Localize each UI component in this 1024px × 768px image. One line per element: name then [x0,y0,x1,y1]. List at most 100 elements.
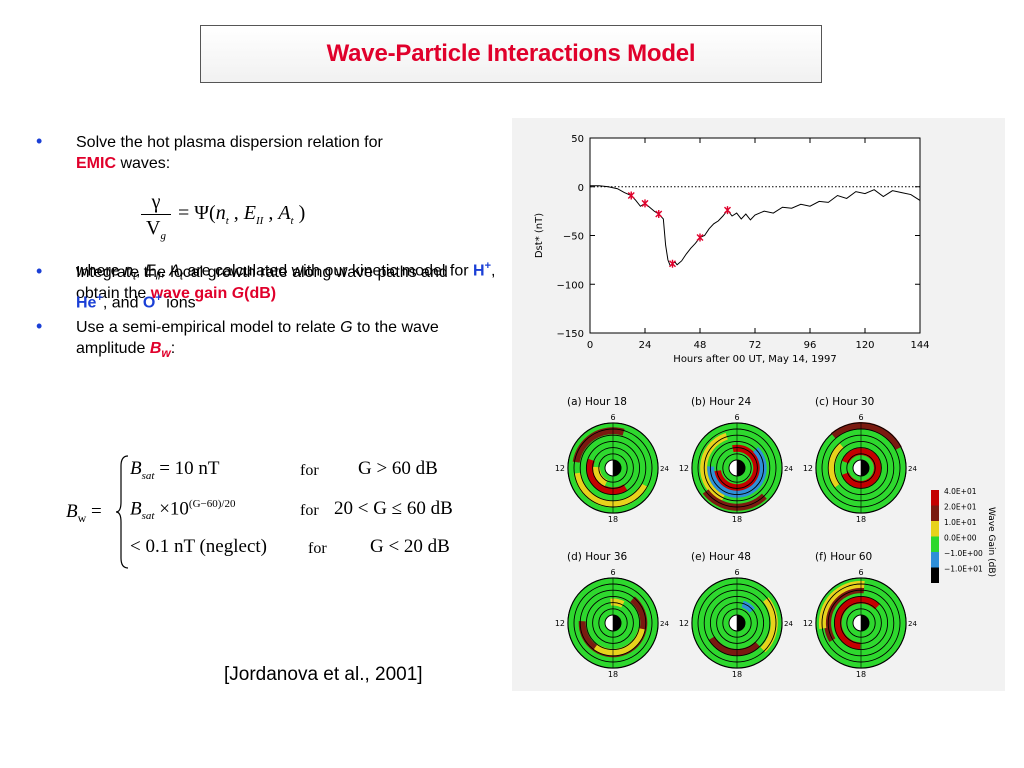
fraction-bar [141,214,171,215]
citation: [Jordanova et al., 2001] [224,664,423,685]
colorbar-label: −1.0E+00 [944,549,983,558]
clock-label: 24 [660,465,669,473]
title-box: Wave-Particle Interactions Model [200,25,822,83]
clock-label: 12 [555,619,565,628]
clock-label: 24 [908,620,917,628]
clock-label: 24 [908,465,917,473]
clock-label: 6 [610,568,615,577]
dispersion-equation: γ Vg = Ψ(nt , EII , At ) [140,190,380,242]
colorbar-swatch [931,490,939,506]
fraction-denominator: Vg [146,217,166,242]
l-shell-ring [691,422,783,514]
figure-panel: 0 24 48 72 96 120 144 50 0 −50 −100 −150 Hours after… [512,118,1005,691]
panel-label: (d) Hour 36 [567,551,628,563]
amplitude-row-1: Bsat = 10 nT [130,458,220,482]
plot-frame [589,137,921,334]
x-tick-label: 120 [855,340,874,351]
time-marker [641,199,649,208]
gain-patch [828,443,845,488]
clock-label: 18 [608,515,618,524]
left-brace [116,455,129,569]
bw-label: B [149,340,162,357]
y-tick-label: −100 [557,280,584,291]
equation-rhs: = Ψ(nt , EII , At ) [178,202,306,227]
emic-label: EMIC [76,155,116,172]
bullet-list: • Solve the hot plasma dispersion relati… [36,131,486,377]
bullet-1-text: Solve the hot plasma dispersion relation… [76,134,383,151]
earth-night-side [737,460,745,476]
fraction-numerator: γ [151,191,161,213]
colorbar-label: 0.0E+00 [944,534,977,543]
bw-sub: w [161,346,171,361]
bullet-1-post: waves: [116,155,171,172]
condition-2: 20 < G ≤ 60 dB [334,498,453,519]
clock-label: 24 [784,465,793,473]
clock-label: 12 [803,619,813,628]
x-tick-label: 96 [804,340,817,351]
colorbar-label: −1.0E+01 [944,565,983,574]
clock-label: 24 [660,620,669,628]
colorbar-title: Wave Gain (dB) [986,507,996,577]
x-tick-label: 144 [910,340,929,351]
earth-night-side [613,460,621,476]
panel-label: (a) Hour 18 [567,396,627,408]
gain-patch [586,458,628,495]
clock-label: 6 [858,568,863,577]
bullet-1: • Solve the hot plasma dispersion relati… [36,131,486,174]
x-tick-label: 72 [749,340,762,351]
bullet-3: • Use a semi-empirical model to relate G… [36,316,486,364]
amplitude-lhs: Bw = [66,501,102,525]
clock-label: 12 [679,464,689,473]
slide-title: Wave-Particle Interactions Model [326,40,696,67]
dst-series-line [590,185,921,267]
y-tick-label: 0 [578,183,584,194]
colorbar-swatch [931,536,939,552]
for-label: for [300,462,319,479]
gain-patch [707,447,767,498]
l-shell-ring [691,577,783,669]
x-tick-label: 48 [694,340,707,351]
gain-patch [760,597,778,653]
earth-night-side [613,615,621,631]
bullet-2-text: Integrate the local growth rate along wa… [76,264,448,302]
x-tick-label: 0 [587,340,593,351]
clock-label: 18 [856,670,866,679]
l-shell-ring [815,577,907,669]
clock-label: 6 [734,413,739,422]
bullet-dot-icon: • [36,131,43,151]
bullet-dot-icon: • [36,261,43,281]
y-tick-label: −50 [563,232,584,243]
x-tick-label: 24 [639,340,652,351]
colorbar-label: 1.0E+01 [944,518,977,527]
amplitude-equation: Bw = Bsat = 10 nT for G > 60 dB Bsat ×10… [66,454,506,570]
figure-svg: 0 24 48 72 96 120 144 50 0 −50 −100 −150 Hours after… [534,134,996,679]
clock-label: 6 [858,413,863,422]
clock-label: 6 [610,413,615,422]
clock-label: 18 [608,670,618,679]
y-tick-label: −150 [557,329,584,340]
gain-patch [700,432,728,502]
bullet-3-mid: to the wave amplitude [76,319,439,357]
clock-label: 12 [555,464,565,473]
l-shell-ring [815,422,907,514]
gain-var: G [340,319,353,336]
panel-label: (f) Hour 60 [815,551,872,563]
for-label: for [308,540,327,557]
time-marker [696,233,704,242]
clock-label: 24 [784,620,793,628]
colorbar-swatch [931,505,939,521]
gain-patch [578,596,648,658]
panel-label: (e) Hour 48 [691,551,751,563]
gain-patch [818,580,865,629]
for-label: for [300,502,319,519]
gain-patch [702,489,767,511]
wave-gain-unit: (dB) [244,285,277,302]
y-axis-label: Dst* (nT) [534,213,545,258]
gain-patch [573,472,648,508]
gain-patch [593,466,608,487]
colorbar-swatch [931,521,939,537]
colorbar-swatch [931,552,939,568]
y-tick-label: 50 [571,134,584,145]
clock-label: 12 [679,619,689,628]
gain-patch [713,444,761,492]
